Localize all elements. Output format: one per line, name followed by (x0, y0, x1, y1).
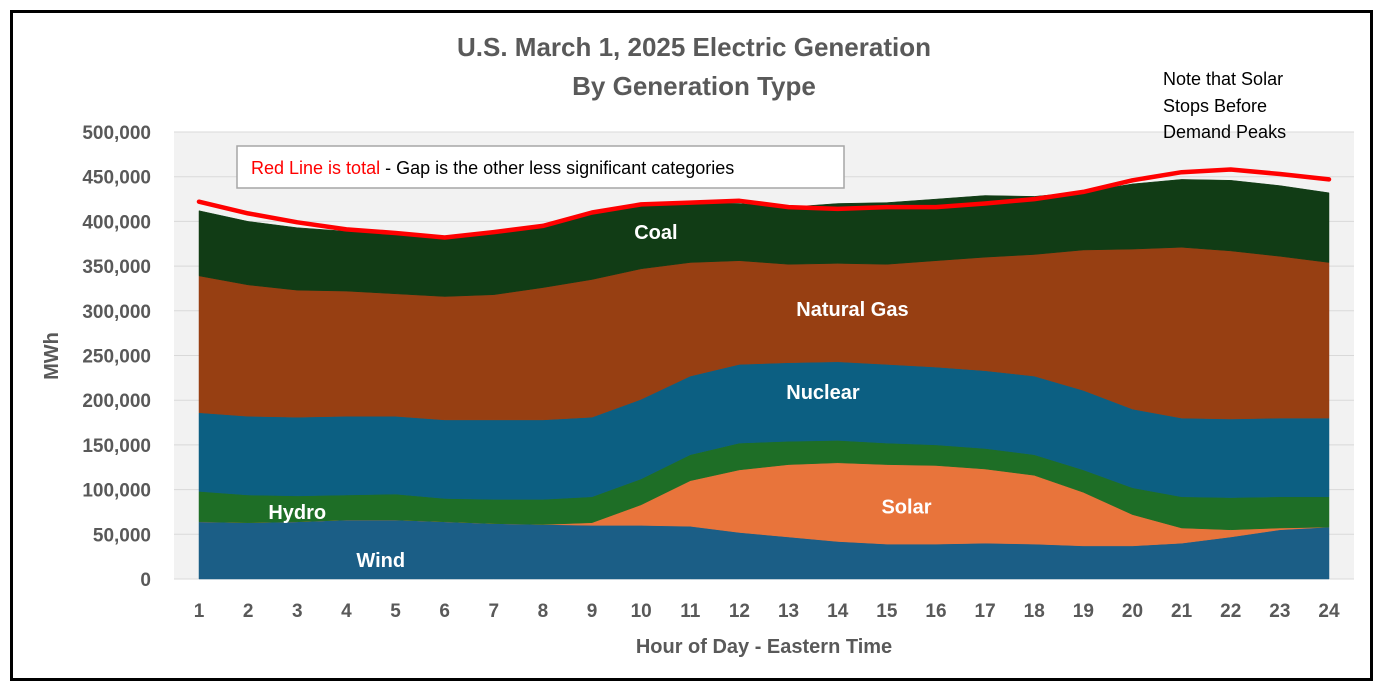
x-tick-label: 14 (827, 601, 849, 622)
x-tick-label: 22 (1220, 601, 1241, 622)
y-tick-label: 100,000 (82, 481, 151, 502)
x-tick-label: 23 (1269, 601, 1290, 622)
x-tick-label: 21 (1171, 601, 1193, 622)
area-label-nuclear: Nuclear (786, 382, 860, 404)
x-axis-ticks: 1 2 3 4 5 6 7 8 9 10 11 12 13 14 15 16 17 18 19 20 21 22 23 24 (194, 601, 1340, 622)
x-tick-label: 2 (243, 601, 254, 622)
x-tick-label: 1 (194, 601, 205, 622)
area-labels: Coal Natural Gas Nuclear Solar Hydro Wind (268, 222, 931, 572)
y-tick-label: 400,000 (82, 212, 151, 233)
x-tick-label: 3 (292, 601, 303, 622)
y-axis-label: MWh (41, 332, 63, 380)
y-tick-label: 500,000 (82, 123, 151, 144)
y-tick-label: 200,000 (82, 391, 151, 412)
x-tick-label: 10 (631, 601, 652, 622)
note-line-1: Note that Solar (1163, 69, 1283, 89)
x-tick-label: 7 (488, 601, 499, 622)
y-tick-label: 300,000 (82, 302, 151, 323)
area-label-wind: Wind (356, 550, 405, 572)
total-line (196, 167, 1332, 240)
x-tick-label: 8 (538, 601, 549, 622)
x-tick-label: 16 (925, 601, 946, 622)
y-tick-label: 250,000 (82, 347, 151, 368)
y-tick-label: 350,000 (82, 257, 151, 278)
y-tick-label: 450,000 (82, 168, 151, 189)
area-label-coal: Coal (634, 222, 677, 244)
y-tick-label: 150,000 (82, 436, 151, 457)
x-tick-label: 19 (1073, 601, 1094, 622)
y-tick-label: 50,000 (93, 525, 151, 546)
total-line-group (196, 167, 1332, 240)
callout-red-text: Red Line is total (251, 158, 380, 178)
x-tick-label: 6 (439, 601, 450, 622)
x-tick-label: 24 (1318, 601, 1340, 622)
x-tick-label: 20 (1122, 601, 1143, 622)
x-tick-label: 5 (390, 601, 401, 622)
callout-rest-text: - Gap is the other less significant cate… (380, 158, 734, 178)
x-tick-label: 9 (587, 601, 598, 622)
callout-box (236, 145, 845, 189)
x-tick-label: 12 (729, 601, 750, 622)
callout-text: Red Line is total - Gap is the other les… (251, 158, 734, 178)
area-label-natural-gas: Natural Gas (796, 299, 908, 321)
x-tick-label: 18 (1024, 601, 1045, 622)
x-tick-label: 11 (680, 601, 701, 622)
x-tick-label: 13 (778, 601, 799, 622)
y-axis-ticks: 0 50,000 100,000 150,000 200,000 250,000 300,0… (82, 123, 151, 591)
x-tick-label: 15 (876, 601, 898, 622)
area-label-hydro: Hydro (268, 502, 326, 524)
stacked-areas (198, 179, 1330, 580)
chart-title-line-2: By Generation Type (572, 71, 816, 101)
x-tick-label: 4 (341, 601, 352, 622)
x-tick-label: 17 (975, 601, 996, 622)
area-label-solar: Solar (881, 497, 931, 519)
chart-title-line-1: U.S. March 1, 2025 Electric Generation (457, 32, 931, 62)
note-line-3: Demand Peaks (1163, 122, 1286, 142)
y-tick-label: 0 (140, 570, 151, 591)
x-axis-label: Hour of Day - Eastern Time (636, 636, 892, 658)
note-line-2: Stops Before (1163, 96, 1267, 116)
